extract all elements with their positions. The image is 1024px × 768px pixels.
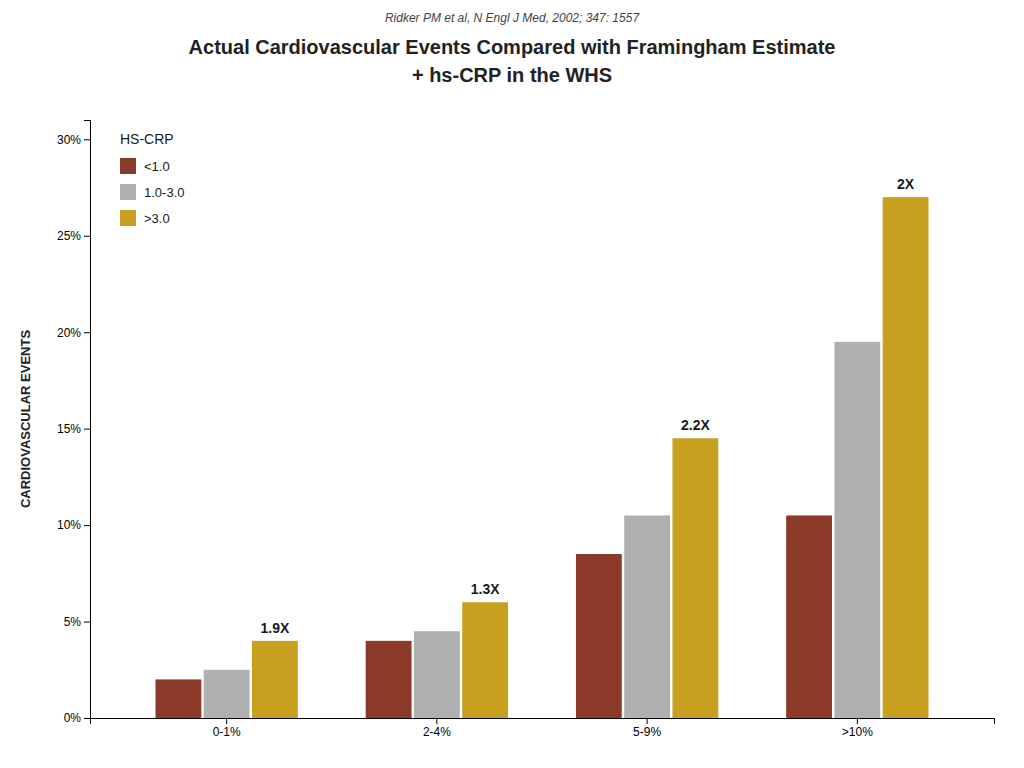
bar [414,631,460,718]
y-tick: 15% [57,422,90,436]
bars [155,197,928,718]
annotation: 1.9X [260,620,289,636]
legend-swatch [120,210,136,226]
legend-swatch [120,158,136,174]
tick-mark [647,718,648,724]
tick-label: 20% [57,326,81,340]
bar [624,515,670,718]
x-tick: 5-9% [633,718,661,739]
bar [883,197,929,718]
tick-mark [436,718,437,724]
legend-item: <1.0 [120,158,170,174]
bar [576,554,622,718]
tick-mark [84,236,90,237]
bar-group [576,438,718,718]
bar [366,641,412,718]
y-tick: 5% [64,615,90,629]
tick-mark [84,332,90,333]
bar-group [366,602,508,718]
tick-label: 25% [57,229,81,243]
legend-label: >3.0 [144,211,170,226]
axis-domain [84,121,91,719]
tick-mark [857,718,858,724]
tick-label: 30% [57,133,81,147]
annotations: 1.9X 1.3X 2.2X 2X [260,176,914,636]
bar-group [155,641,297,718]
y-tick: 10% [57,518,90,532]
bar [155,679,201,718]
title: Actual Cardiovascular Events Compared wi… [189,36,836,58]
legend-title: HS-CRP [120,131,174,147]
annotation: 2.2X [681,417,710,433]
x-tick: 2-4% [423,718,451,739]
y-axis-label: CARDIOVASCULAR EVENTS [18,330,33,508]
x-axis: 0-1% 2-4% 5-9% >10% [91,718,995,739]
tick-label: 0% [64,711,82,725]
bar [462,602,508,718]
tick-mark [84,525,90,526]
y-axis: 0% 5% 10% 15% 20% 25% 30% [57,121,91,726]
title: + hs-CRP in the WHS [412,64,612,86]
tick-label: >10% [842,725,873,739]
tick-label: 15% [57,422,81,436]
chart: Ridker PM et al, N Engl J Med, 2002; 347… [0,0,1024,768]
y-tick: 0% [64,711,90,725]
tick-mark [84,139,90,140]
bar [252,641,298,718]
axis-domain [91,719,995,725]
legend: HS-CRP <1.0 1.0-3.0 >3.0 [120,131,184,226]
tick-label: 5% [64,615,82,629]
tick-label: 5-9% [633,725,661,739]
annotation: 2X [897,176,915,192]
tick-label: 10% [57,518,81,532]
subtitle: Ridker PM et al, N Engl J Med, 2002; 347… [385,11,640,25]
bar [672,438,718,718]
y-tick: 25% [57,229,90,243]
x-tick: >10% [842,718,873,739]
y-tick: 20% [57,326,90,340]
tick-mark [84,429,90,430]
legend-label: 1.0-3.0 [144,185,184,200]
tick-mark [226,718,227,724]
tick-mark [84,718,90,719]
legend-item: >3.0 [120,210,170,226]
tick-label: 0-1% [213,725,241,739]
x-tick: 0-1% [213,718,241,739]
bar-group [786,197,928,718]
annotation: 1.3X [471,581,500,597]
legend-swatch [120,184,136,200]
plot-area: 0% 5% 10% 15% 20% 25% 30% 0-1% 2-4% 5-9% >10% CARDI… [18,121,995,739]
tick-mark [84,622,90,623]
bar [204,670,250,718]
bar [834,342,880,718]
bar [786,515,832,718]
tick-label: 2-4% [423,725,451,739]
y-tick: 30% [57,133,90,147]
legend-item: 1.0-3.0 [120,184,184,200]
legend-label: <1.0 [144,159,170,174]
